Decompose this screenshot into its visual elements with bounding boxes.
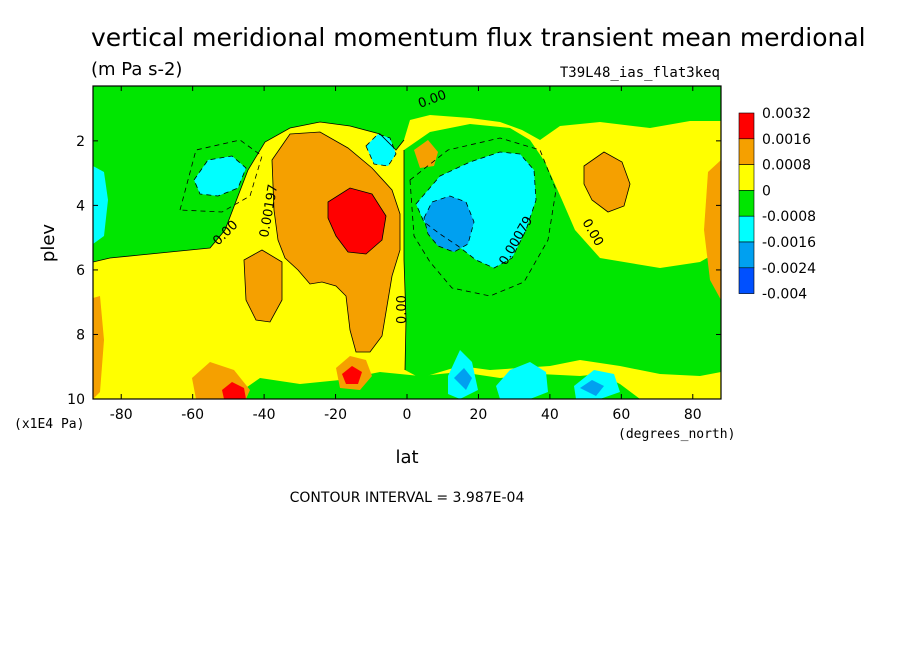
region-cyan-low-2 xyxy=(496,362,548,399)
y-tick-label: 4 xyxy=(76,198,85,214)
region-red-low-2 xyxy=(222,382,246,399)
y-axis-units: (x1E4 Pa) xyxy=(14,417,84,432)
chart-units: (m Pa s-2) xyxy=(91,59,182,80)
x-tick-label: -60 xyxy=(181,407,204,423)
region-orange-north-edge xyxy=(704,160,721,300)
legend-swatch xyxy=(738,138,755,165)
region-red-low-1 xyxy=(342,366,362,384)
legend-swatch xyxy=(738,215,755,243)
y-axis-title: plev xyxy=(38,224,59,263)
region-orange-north-cell xyxy=(584,152,630,212)
chart-title: vertical meridional momentum flux transi… xyxy=(91,23,866,52)
legend-label: 0.0032 xyxy=(762,106,811,122)
region-red-south-max xyxy=(328,188,386,254)
x-axis: -80 -60 -40 -20 0 20 40 60 80 xyxy=(110,86,702,423)
legend-label: -0.0024 xyxy=(762,261,816,277)
y-tick-label: 8 xyxy=(76,327,85,343)
legend-label: 0.0016 xyxy=(762,132,811,148)
y-axis: 2 4 6 8 10 xyxy=(67,134,721,408)
x-tick-label: 60 xyxy=(612,407,630,423)
region-blue-north-tropics xyxy=(424,196,474,252)
region-blue-low-2 xyxy=(580,380,604,396)
negative-contours xyxy=(179,133,557,297)
legend-swatch xyxy=(738,190,755,217)
x-tick-label: 40 xyxy=(541,407,559,423)
plot-area: 0.00 0.00197 0.00 0.00 0.00079 0.00 xyxy=(93,86,721,399)
legend-label: 0.0008 xyxy=(762,158,811,174)
region-cyan-north-tropics xyxy=(416,152,536,268)
x-tick-label: 80 xyxy=(684,407,702,423)
legend-swatch xyxy=(738,164,755,191)
contour-lines xyxy=(93,121,631,371)
y-tick-label: 6 xyxy=(76,263,85,279)
legend-swatch xyxy=(738,112,755,140)
y-tick-label: 2 xyxy=(76,134,85,150)
x-axis-title: lat xyxy=(395,447,418,468)
x-tick-label: 0 xyxy=(403,407,412,423)
x-tick-label: -20 xyxy=(324,407,347,423)
region-orange-eq-cell xyxy=(414,140,438,168)
run-label: T39L48_ias_flat3keq xyxy=(560,65,720,81)
legend-label: -0.0016 xyxy=(762,235,816,251)
x-tick-label: -80 xyxy=(110,407,133,423)
region-orange-south-strip xyxy=(244,250,282,322)
x-axis-units: (degrees_north) xyxy=(618,427,735,442)
x-tick-label: 20 xyxy=(470,407,488,423)
legend-label: -0.004 xyxy=(762,287,807,303)
region-blue-low-1 xyxy=(454,368,472,390)
region-cyan-south-edge xyxy=(93,166,108,244)
region-orange-south-edge xyxy=(93,296,104,399)
contour-label: 0.00 xyxy=(395,295,410,324)
region-green-top xyxy=(93,86,721,262)
region-orange-midlat-south xyxy=(272,132,400,352)
legend-label: 0 xyxy=(762,183,771,199)
color-legend: 0.0032 0.0016 0.0008 0 -0.0008 -0.0016 -0.0024… xyxy=(738,106,816,303)
legend-swatch xyxy=(738,267,755,294)
region-cyan-south-upper xyxy=(194,156,246,196)
x-tick-label: -40 xyxy=(253,407,276,423)
legend-label: -0.0008 xyxy=(762,209,816,225)
y-tick-label: 10 xyxy=(67,392,85,408)
contour-interval: CONTOUR INTERVAL = 3.987E-04 xyxy=(290,490,525,506)
legend-swatch xyxy=(738,241,755,269)
